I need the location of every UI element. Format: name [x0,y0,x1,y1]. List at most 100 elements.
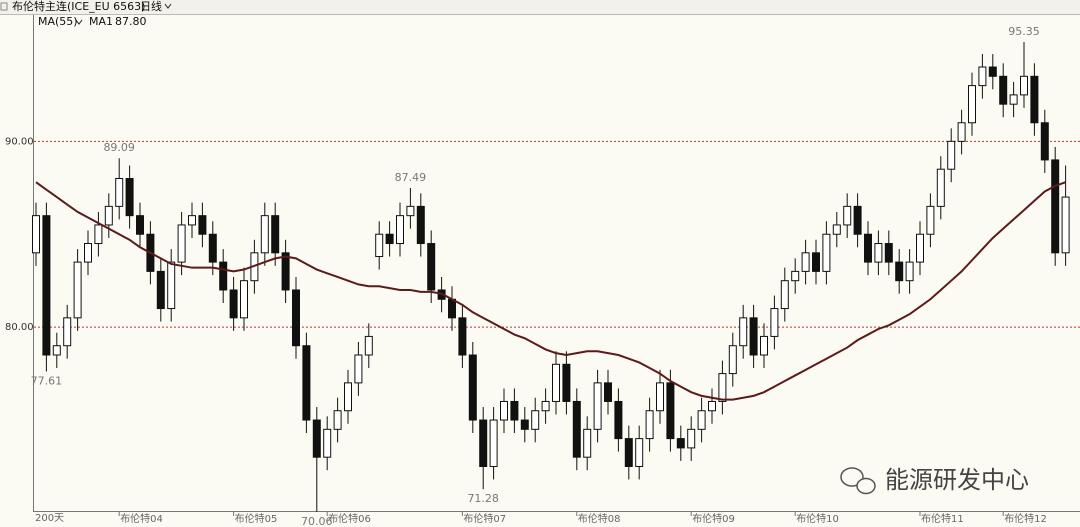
candle-body [219,261,228,291]
candle-body [895,261,904,282]
candle [364,323,373,369]
candle-body [167,261,176,310]
period[interactable]: 日线 [140,0,162,13]
dropdown-arrow [164,3,172,9]
symbol[interactable]: 布伦特主连(ICE_EU 6563) [12,0,145,13]
candle [541,388,550,424]
candle-body [489,419,498,467]
candle [812,239,820,285]
candle-body [822,233,831,272]
candle [926,193,935,248]
x-tick-label: 布伦特09 [692,512,735,525]
dropdown-arrow [75,19,83,25]
candle-body [999,75,1008,105]
candle-body [156,270,165,310]
candle [843,193,852,238]
candle [520,407,529,443]
x-tick-label: 布伦特04 [120,512,163,525]
y-tick-label: 80.00 [5,322,34,333]
candle [687,416,696,461]
candle [375,221,384,270]
candle-body [583,428,592,458]
candle [240,267,248,331]
candle [760,323,768,369]
candle-body [531,410,540,430]
candle-body [406,205,415,217]
price-annotation: 77.61 [31,375,63,388]
header-bar [0,0,1080,14]
x-tick-label: 布伦特10 [796,512,839,525]
candle-body [260,215,269,254]
x-tick-label: 布伦特12 [1004,512,1047,525]
candle [468,341,477,434]
candle [510,388,519,434]
price-annotation: 70.06 [301,515,333,527]
candle-body [479,419,488,467]
candle-body [1030,75,1039,124]
candle-body [198,215,207,235]
candle-body [884,243,893,263]
candle-body [1051,159,1060,254]
candle-body [770,308,779,337]
wechat-icon [856,477,876,495]
candle-body [635,438,644,467]
candle-body [208,233,217,263]
candle [1030,63,1039,136]
candle [864,221,872,276]
candle [936,156,945,220]
price-annotation: 89.09 [103,141,135,154]
candle [500,388,508,434]
candle [219,249,228,303]
candle [874,230,883,276]
icon [0,2,8,11]
candle [333,397,342,443]
candle-body [32,215,40,254]
candle-body [832,224,841,235]
candle [115,158,124,220]
candle-body [978,66,987,87]
candle-body [354,354,363,384]
candle [396,202,404,257]
candle [448,286,456,331]
candle [697,397,706,443]
candle [104,193,113,238]
candle-body [520,419,529,430]
candle-body [593,382,602,430]
candle-body [240,280,248,319]
candle [728,332,737,387]
indicator-label[interactable]: MA(55) [38,15,78,28]
candle-body [302,345,311,421]
candle [604,369,612,415]
indicator-name: MA1 [89,15,113,28]
candle [572,388,581,471]
candle-body [718,373,727,402]
candle [708,388,716,424]
candle-body [988,66,997,77]
candle [94,211,103,257]
candle-body [552,363,560,402]
candle-body [188,215,196,226]
candle-body [645,410,654,440]
candle-body [115,177,124,207]
candle-body [801,252,810,272]
candle [73,249,82,331]
candle [177,211,186,276]
candle-body [562,363,571,402]
candle-body [936,168,945,207]
candle [42,202,51,372]
x-tick-label: 布伦特08 [578,512,621,525]
candle [947,128,956,183]
candle [167,249,176,322]
candle [292,276,300,359]
candle-body [375,233,384,258]
candle [271,202,280,266]
candle-body [957,122,966,142]
candle [302,332,311,434]
candle [552,351,560,415]
candle-body [968,85,976,124]
candle-body [385,233,394,245]
candle-body [624,438,633,467]
candle [354,341,363,396]
candle-body [458,317,467,356]
candle-body [136,215,144,235]
